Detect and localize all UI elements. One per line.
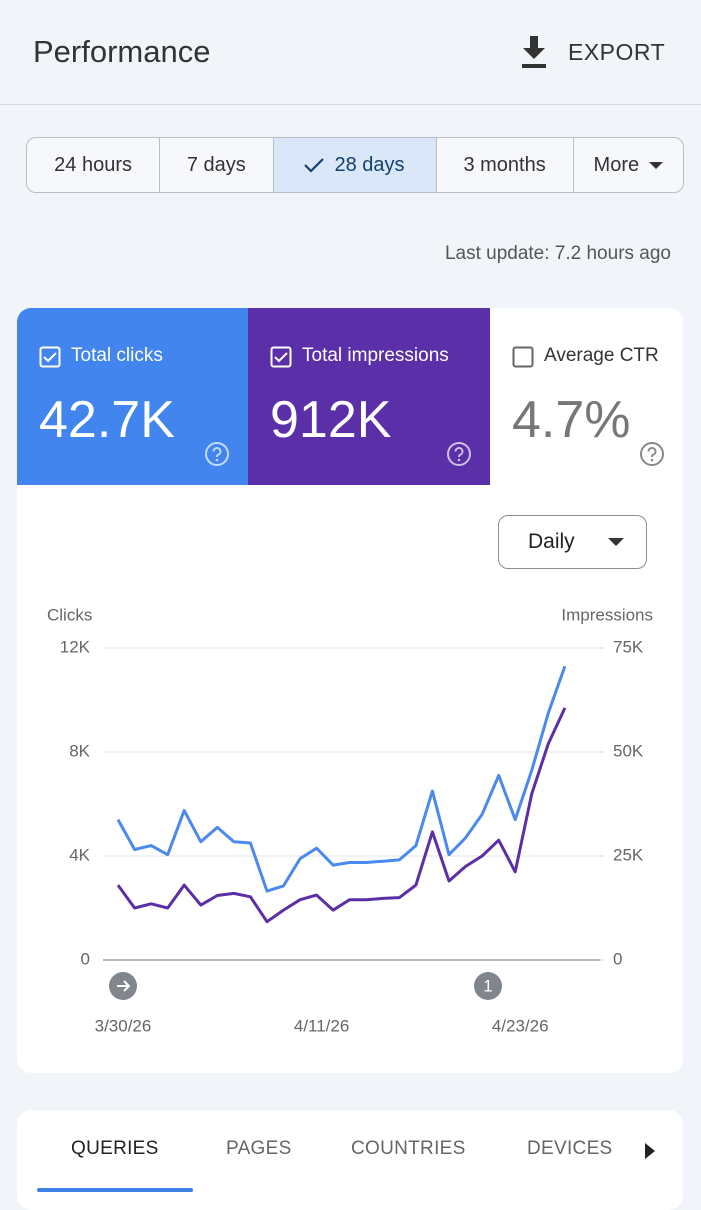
help-glyph: [647, 447, 657, 458]
metric-label: Total impressions: [302, 345, 449, 366]
date-range-button[interactable]: 3 months: [437, 138, 574, 192]
dimension-tab[interactable]: PAGES: [226, 1138, 292, 1159]
tab-scroll-arrow[interactable]: [644, 1143, 656, 1159]
dimension-tab[interactable]: COUNTRIES: [351, 1138, 466, 1159]
check-icon: [304, 158, 325, 173]
download-icon: [522, 36, 546, 68]
chart: Clicks Impressions 0 4K 8K 12K 0 25K 50K 75K 3/30/…: [47, 605, 653, 1035]
y2-tick-label: 75K: [613, 637, 644, 656]
y2-axis-title: Impressions: [561, 605, 653, 624]
metric-value: 912K: [270, 391, 392, 449]
divider: [0, 104, 701, 105]
performance-card: Total clicks 42.7K Total impressions 912K Av…: [17, 308, 683, 1073]
date-range-label: 3 months: [463, 153, 546, 176]
checkbox-box: [39, 346, 61, 368]
granularity-label: Daily: [528, 530, 575, 553]
date-range-button[interactable]: 28 days: [273, 138, 437, 192]
help-circle: [447, 442, 471, 466]
export-button[interactable]: EXPORT: [520, 36, 665, 68]
metric-value: 4.7%: [512, 391, 631, 449]
checkbox: [39, 346, 61, 368]
dropdown-arrow: [649, 161, 664, 169]
y-axis-title: Clicks: [47, 605, 92, 624]
series-line: [116, 707, 567, 924]
arrow: [649, 161, 664, 169]
x-tick-label: 4/11/26: [294, 1016, 349, 1035]
date-range-label: 24 hours: [54, 153, 133, 176]
date-range-button[interactable]: More: [574, 138, 683, 192]
dimension-tab[interactable]: QUERIES: [71, 1138, 159, 1159]
dropdown-arrow: [608, 538, 624, 546]
metric-value: 42.7K: [39, 391, 175, 449]
metric-tile[interactable]: Average CTR 4.7%: [490, 308, 683, 485]
checkbox: [512, 346, 534, 368]
date-range-button[interactable]: 7 days: [160, 138, 274, 192]
dimension-card: [17, 1110, 683, 1210]
y-tick-label: 4K: [69, 845, 90, 864]
y2-tick-label: 0: [613, 949, 622, 968]
metric-tile[interactable]: Total clicks 42.7K: [17, 308, 248, 485]
date-range-button[interactable]: 24 hours: [27, 138, 161, 192]
checkbox-box: [512, 346, 534, 368]
help-icon: [447, 442, 471, 466]
y-tick-label: 12K: [60, 637, 91, 656]
checkbox-tick: [274, 352, 288, 363]
help-icon: [205, 442, 229, 466]
granularity-dropdown[interactable]: Daily: [498, 515, 647, 569]
export-label: EXPORT: [568, 38, 666, 65]
help-glyph: [212, 447, 222, 458]
help-circle: [205, 442, 229, 466]
page-title: Performance: [33, 34, 211, 69]
dimension-tabs: QUERIES PAGES COUNTRIES DEVICES: [17, 1138, 683, 1168]
help-glyph: [454, 447, 464, 458]
y2-tick-label: 25K: [613, 845, 644, 864]
y2-tick-label: 50K: [613, 741, 644, 760]
help-dot: [650, 458, 654, 462]
y-tick-label: 8K: [69, 741, 90, 760]
metric-label: Total clicks: [71, 345, 163, 366]
event-arrow: [117, 980, 131, 992]
metric-tile[interactable]: Total impressions 912K: [248, 308, 490, 485]
checkbox: [270, 346, 292, 368]
tab-indicator: [37, 1188, 193, 1192]
metric-label: Average CTR: [544, 345, 659, 366]
help-dot: [457, 458, 461, 462]
annotation-marker: [474, 972, 502, 1000]
x-tick-label: 3/30/26: [95, 1016, 152, 1035]
y-tick-label: 0: [81, 949, 90, 968]
help-circle: [640, 442, 664, 466]
checkbox-tick: [43, 352, 57, 363]
dimension-tab[interactable]: DEVICES: [527, 1138, 613, 1159]
series-line: [116, 665, 567, 893]
checkbox-box: [270, 346, 292, 368]
date-range-label: More: [593, 153, 640, 176]
check: [304, 158, 325, 173]
date-range-label: 28 days: [334, 153, 405, 176]
date-range-label: 7 days: [186, 153, 246, 176]
last-update: Last update: 7.2 hours ago: [444, 243, 671, 264]
annotation-label: 1: [483, 976, 492, 995]
date-range-selector: 24 hours 7 days 28 days 3 months More: [26, 137, 684, 193]
help-dot: [215, 458, 219, 462]
help-icon: [640, 442, 664, 466]
x-tick-label: 4/23/26: [492, 1016, 549, 1035]
